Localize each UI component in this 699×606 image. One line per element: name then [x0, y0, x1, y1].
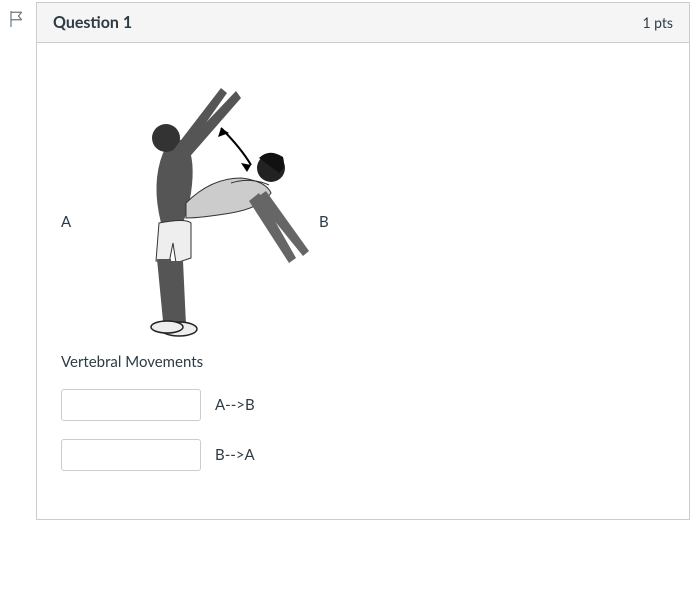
- answer-label-b-to-a: B-->A: [215, 446, 255, 464]
- answer-label-a-to-b: A-->B: [215, 396, 255, 414]
- figure-caption: Vertebral Movements: [61, 353, 665, 371]
- anatomy-illustration: [91, 73, 321, 338]
- figure-label-a: A: [61, 213, 71, 231]
- flag-outline-icon: [8, 10, 26, 28]
- question-points: 1 pts: [642, 14, 673, 31]
- question-title: Question 1: [53, 13, 132, 32]
- question-body: A B: [37, 43, 689, 519]
- answer-row-2: B-->A: [61, 439, 665, 471]
- answer-input-b-to-a[interactable]: [61, 439, 201, 471]
- answer-input-a-to-b[interactable]: [61, 389, 201, 421]
- flag-toggle[interactable]: [8, 10, 26, 32]
- question-header: Question 1 1 pts: [37, 3, 689, 43]
- question-figure: A B: [61, 73, 361, 343]
- answer-row-1: A-->B: [61, 389, 665, 421]
- question-card: Question 1 1 pts A B: [36, 2, 690, 520]
